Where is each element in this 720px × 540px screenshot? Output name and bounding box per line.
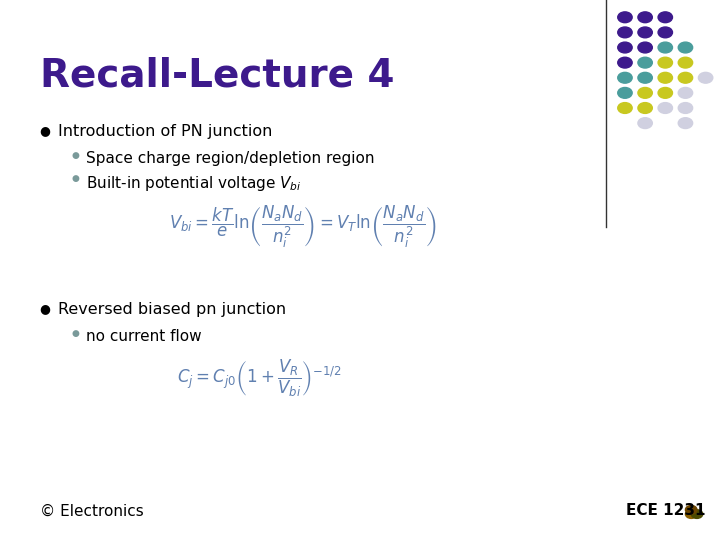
Circle shape <box>685 510 697 518</box>
Circle shape <box>678 72 693 83</box>
Circle shape <box>658 72 672 83</box>
Text: Reversed biased pn junction: Reversed biased pn junction <box>58 302 286 318</box>
Circle shape <box>658 42 672 53</box>
Circle shape <box>658 103 672 113</box>
Circle shape <box>618 72 632 83</box>
Circle shape <box>618 27 632 38</box>
Circle shape <box>638 118 652 129</box>
Circle shape <box>658 87 672 98</box>
Circle shape <box>618 12 632 23</box>
Text: ●: ● <box>40 124 50 137</box>
Circle shape <box>658 12 672 23</box>
Circle shape <box>698 72 713 83</box>
Circle shape <box>638 103 652 113</box>
Circle shape <box>618 42 632 53</box>
Text: Built-in potential voltage $V_{bi}$: Built-in potential voltage $V_{bi}$ <box>86 174 302 193</box>
Circle shape <box>638 87 652 98</box>
Circle shape <box>638 57 652 68</box>
Text: no current flow: no current flow <box>86 329 202 345</box>
Text: ●: ● <box>72 151 80 160</box>
Text: ECE 1231: ECE 1231 <box>626 503 706 518</box>
Circle shape <box>678 87 693 98</box>
Circle shape <box>638 42 652 53</box>
Text: Recall-Lecture 4: Recall-Lecture 4 <box>40 57 394 94</box>
Text: $V_{bi} = \dfrac{kT}{e} \ln\!\left(\dfrac{N_a N_d}{n_i^2}\right) = V_T \ln\!\lef: $V_{bi} = \dfrac{kT}{e} \ln\!\left(\dfra… <box>168 204 436 250</box>
Circle shape <box>618 57 632 68</box>
Circle shape <box>678 42 693 53</box>
Circle shape <box>618 87 632 98</box>
Circle shape <box>638 12 652 23</box>
Circle shape <box>691 510 703 518</box>
Circle shape <box>658 57 672 68</box>
Circle shape <box>658 27 672 38</box>
Text: © Electronics: © Electronics <box>40 503 143 518</box>
Text: ●: ● <box>72 329 80 339</box>
Text: ●: ● <box>72 174 80 183</box>
Circle shape <box>678 103 693 113</box>
Text: Space charge region/depletion region: Space charge region/depletion region <box>86 151 375 166</box>
Circle shape <box>638 27 652 38</box>
Text: Introduction of PN junction: Introduction of PN junction <box>58 124 272 139</box>
Text: ●: ● <box>40 302 50 315</box>
Circle shape <box>678 57 693 68</box>
Circle shape <box>638 72 652 83</box>
Circle shape <box>685 505 697 514</box>
Circle shape <box>678 118 693 129</box>
Circle shape <box>618 103 632 113</box>
Text: $C_j = C_{j0}\left(1 + \dfrac{V_R}{V_{bi}}\right)^{-1/2}$: $C_j = C_{j0}\left(1 + \dfrac{V_R}{V_{bi… <box>177 357 341 399</box>
